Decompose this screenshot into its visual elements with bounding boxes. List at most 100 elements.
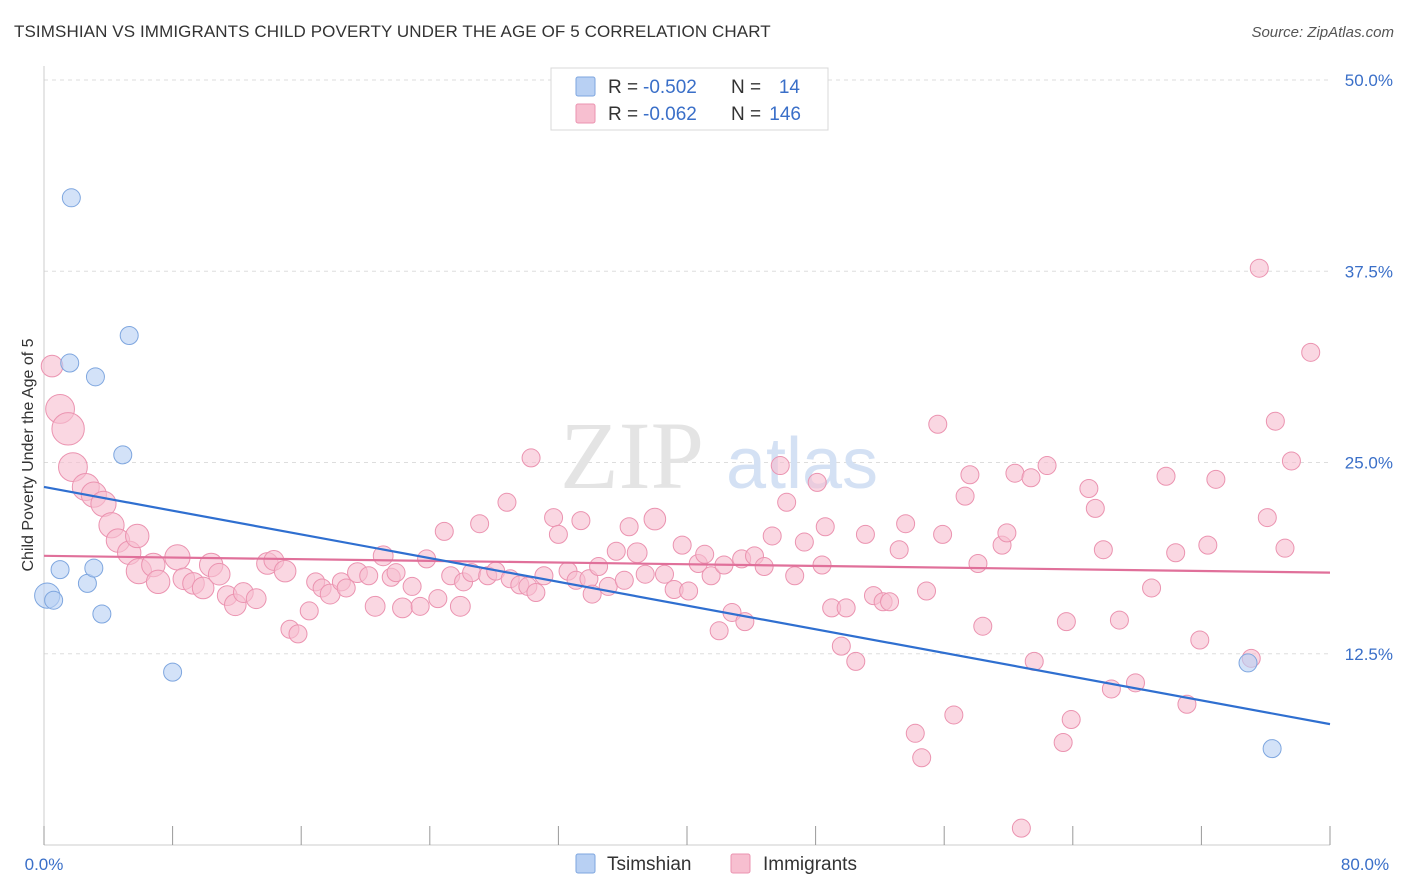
top-legend: R = -0.502 N = 14 R = -0.062 N = 146	[550, 67, 829, 131]
immigrants-point-105	[880, 592, 900, 612]
immigrants-point-93	[785, 566, 805, 586]
immigrants-point-142	[1249, 258, 1269, 278]
tsimshian-point-8	[92, 604, 112, 624]
bottom-legend: Tsimshian Immigrants	[575, 853, 857, 875]
immigrants-point-43	[410, 596, 430, 616]
y-axis-label: Child Poverty Under the Age of 5	[20, 338, 37, 571]
immigrants-point-130	[1093, 540, 1113, 560]
immigrants-point-143	[1257, 508, 1277, 528]
watermark-atlas: atlas	[726, 424, 878, 504]
immigrants-point-106	[889, 540, 909, 560]
immigrants-point-41	[392, 597, 413, 619]
legend-n-value-1: 14	[779, 77, 801, 98]
immigrants-point-134	[1142, 578, 1162, 598]
immigrants-point-120	[1005, 463, 1025, 483]
immigrants-point-109	[912, 748, 932, 768]
immigrants-point-132	[1109, 610, 1129, 630]
immigrants-point-75	[643, 507, 667, 531]
immigrants-point-19	[207, 562, 231, 586]
bottom-legend-swatch-immigrants	[730, 853, 751, 874]
grid-lines	[44, 79, 1330, 655]
trend-lines	[43, 485, 1331, 726]
immigrants-point-34	[336, 578, 356, 598]
immigrants-point-91	[770, 456, 790, 476]
immigrants-point-10	[125, 523, 150, 549]
immigrants-point-114	[955, 486, 975, 506]
immigrants-trend-line	[43, 554, 1331, 574]
immigrants-point-135	[1156, 466, 1176, 486]
immigrants-point-68	[589, 557, 609, 577]
tsimshian-point-7	[85, 367, 105, 387]
tsimshian-point-13	[1262, 739, 1282, 759]
immigrants-point-137	[1177, 694, 1197, 714]
source-label: Source: ZipAtlas.com	[1251, 24, 1394, 41]
immigrants-point-116	[968, 553, 988, 573]
immigrants-point-112	[933, 524, 953, 544]
immigrants-point-97	[815, 517, 835, 537]
immigrants-point-90	[762, 526, 782, 546]
x-tick-labels: 0.0% 80.0%	[25, 855, 1389, 874]
immigrants-point-42	[402, 576, 422, 596]
immigrants-point-107	[896, 514, 916, 534]
immigrants-point-124	[1037, 456, 1057, 476]
legend-r-value-1: -0.502	[643, 77, 697, 98]
immigrants-point-108	[905, 723, 925, 743]
immigrants-point-136	[1166, 543, 1186, 563]
legend-r-label-1: R =	[608, 77, 638, 98]
immigrants-point-82	[701, 566, 721, 586]
immigrants-point-54	[497, 492, 517, 512]
tsimshian-trend-line	[43, 485, 1331, 726]
immigrants-point-100	[836, 598, 856, 618]
y-tick-label-2: 37.5%	[1345, 262, 1393, 281]
tsimshian-point-3	[60, 353, 80, 373]
immigrants-point-45	[428, 589, 448, 609]
y-tick-label-0: 12.5%	[1345, 645, 1393, 664]
tsimshian-point-9	[113, 445, 133, 465]
immigrants-point-79	[679, 581, 699, 601]
legend-r-label-2: R =	[608, 104, 638, 125]
bottom-legend-tsimshian: Tsimshian	[607, 854, 691, 875]
immigrants-point-92	[777, 492, 797, 512]
immigrants-point-94	[794, 532, 814, 552]
legend-n-label-2: N =	[731, 104, 761, 125]
immigrants-point-101	[846, 651, 866, 671]
immigrants-point-29	[299, 601, 319, 621]
immigrants-point-61	[544, 508, 564, 528]
immigrants-points	[40, 258, 1321, 838]
immigrants-point-65	[571, 511, 591, 531]
immigrants-point-121	[1011, 818, 1031, 838]
tsimshian-point-1	[44, 590, 64, 610]
immigrants-point-126	[1056, 612, 1076, 632]
immigrants-point-36	[359, 566, 379, 586]
immigrants-point-71	[614, 570, 634, 590]
immigrants-point-89	[754, 557, 774, 577]
tsimshian-point-4	[61, 188, 81, 208]
immigrants-point-146	[1281, 451, 1301, 471]
chart-title: TSIMSHIAN VS IMMIGRANTS CHILD POVERTY UN…	[14, 22, 771, 41]
immigrants-point-13	[145, 569, 171, 595]
immigrants-point-117	[973, 616, 993, 636]
immigrants-point-0	[40, 354, 64, 378]
immigrants-point-46	[434, 521, 454, 541]
immigrants-point-2	[51, 412, 85, 446]
immigrants-point-113	[944, 705, 964, 725]
immigrants-point-70	[606, 541, 626, 561]
immigrants-point-59	[526, 583, 546, 603]
immigrants-point-28	[288, 624, 308, 644]
immigrants-point-17	[191, 576, 215, 600]
immigrants-point-122	[1021, 468, 1041, 488]
immigrants-point-128	[1079, 479, 1099, 499]
immigrants-point-115	[960, 465, 980, 485]
immigrants-point-83	[709, 621, 729, 641]
immigrants-point-58	[521, 448, 541, 468]
tsimshian-point-11	[163, 662, 183, 682]
immigrants-point-99	[831, 636, 851, 656]
immigrants-point-144	[1265, 411, 1285, 431]
immigrants-point-48	[449, 595, 471, 617]
immigrants-point-111	[928, 414, 948, 434]
x-tick-label-1: 80.0%	[1341, 855, 1389, 874]
tsimshian-points	[34, 188, 1282, 759]
y-tick-label-3: 50.0%	[1345, 71, 1393, 90]
immigrants-point-147	[1301, 342, 1321, 362]
